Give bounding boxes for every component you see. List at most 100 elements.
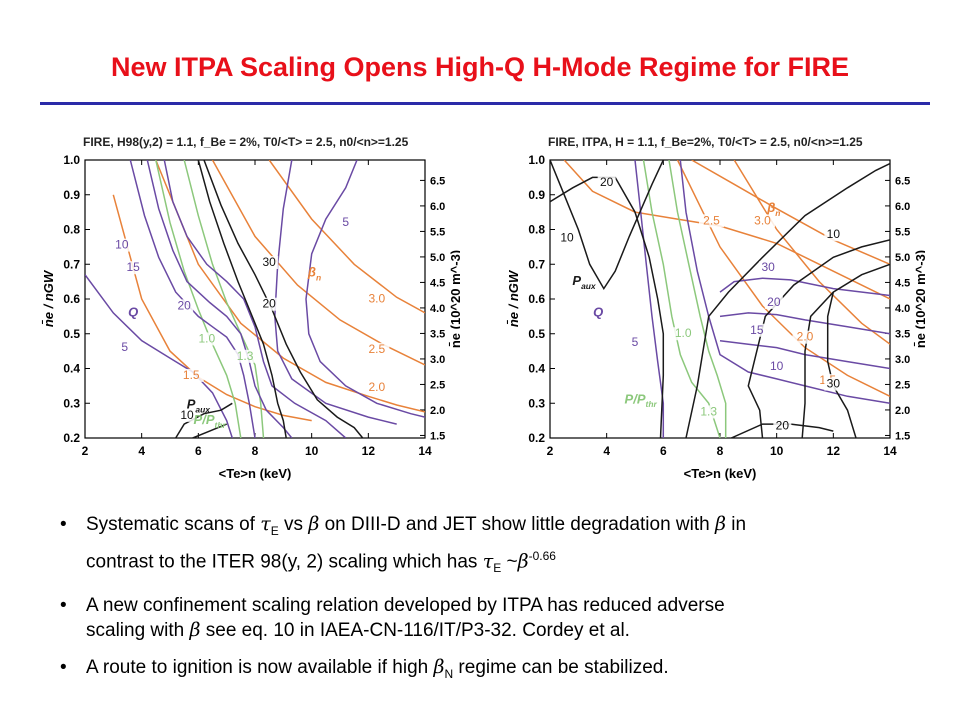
bullet-text-segment: β [308, 513, 320, 535]
left-chart-y2-tick-label: 4.5 [430, 277, 445, 289]
right-chart-contour-label-bg [764, 295, 783, 309]
right-chart-beta-n-contour-1-5 [676, 160, 890, 397]
right-chart-contour-label-bg [670, 327, 696, 341]
left-chart-beta-n-contour-2-0 [155, 160, 425, 413]
left-chart-contour-label-bg [260, 297, 279, 311]
right-chart-p-thr-contour-1-3 [668, 160, 727, 438]
right-chart-p-aux-contour-20 [550, 176, 665, 438]
right-chart-y2-tick-label: 2.0 [895, 405, 910, 417]
bullet-text-segment: β [517, 550, 529, 573]
left-chart-y2-tick-label: 5.0 [430, 252, 445, 264]
right-chart-y2-tick-label: 5.5 [895, 226, 910, 238]
right-chart-q-contour-20 [719, 312, 890, 335]
left-chart-beta-n-contour-3-0 [268, 160, 425, 314]
right-chart-p-aux-contour-10 [685, 162, 890, 438]
left-chart-contour-label-bg [340, 216, 352, 230]
left-chart-y-tick-label: 0.3 [63, 396, 80, 410]
right-chart-contour-label: 20 [600, 175, 614, 189]
right-chart-contour-label-bg [824, 377, 843, 391]
bullet-text-segment: see eq. 10 in IAEA-CN-116/IT/P3-32. Cord… [200, 619, 630, 641]
right-chart-contour-label-bg [597, 176, 616, 190]
right-chart-beta-n-contour-2-5 [563, 160, 890, 300]
right-chart-contour-label-bg [747, 323, 766, 337]
bullet-line: Systematic scans of τE vs β on DIII-D an… [86, 512, 940, 544]
right-chart-contour-label-bg [699, 214, 724, 228]
right-chart-y2-tick-label: 4.5 [895, 277, 910, 289]
chart-h98-svg: FIRE, H98(y,2) = 1.1, f_Be = 2%, T0/<T> … [41, 135, 463, 481]
left-chart-x-tick-label: 14 [418, 444, 432, 458]
title-underline [40, 102, 930, 105]
left-chart-y2-tick-label: 5.5 [430, 226, 445, 238]
right-chart-x-tick-label: 12 [827, 444, 841, 458]
right-chart-p-aux-contour [826, 291, 857, 438]
right-chart-y-tick-label: 0.2 [528, 431, 545, 445]
right-chart-q-contour-15 [719, 339, 890, 370]
right-chart-x-tick-label: 6 [660, 444, 667, 458]
left-chart-contour-label: 20 [177, 298, 191, 312]
left-chart-family-label: Paux [187, 396, 211, 414]
bullet-text-segment: E [270, 523, 279, 538]
left-chart-y-tick-label: 1.0 [63, 153, 80, 167]
left-chart-y-tick-label: 0.9 [63, 188, 80, 202]
right-chart-contour-label-bg [792, 330, 818, 344]
left-chart-y2-tick-label: 4.0 [430, 303, 445, 315]
bullet-text-segment: τ [482, 550, 494, 573]
left-chart-contour-label: 5 [342, 215, 349, 229]
right-chart-contour-label: 2.0 [797, 330, 814, 344]
left-chart-contour-label-bg [119, 341, 131, 355]
right-chart-contour-label: 3.0 [754, 213, 771, 227]
right-chart-contour-label-bg [558, 231, 576, 245]
bullet-text-segment: N [444, 666, 454, 681]
left-chart-y2-tick-label: 3.5 [430, 328, 445, 340]
left-chart-p-aux-contour-30 [203, 160, 364, 438]
left-chart-q-contour-10 [129, 160, 256, 438]
left-chart-beta-n-contour-2-5 [211, 160, 425, 366]
left-chart-contour-label-bg [178, 368, 204, 382]
right-chart-contour-label-bg [824, 228, 843, 242]
right-chart-q-contour-30 [719, 277, 890, 297]
left-chart-x-tick-label: 10 [305, 444, 319, 458]
left-chart-x-tick-label: 2 [82, 444, 89, 458]
right-chart-contour-label: 10 [560, 231, 574, 245]
left-chart-series-group [85, 160, 425, 438]
left-chart-contour-label: 1.3 [237, 349, 254, 363]
right-chart-contour-label: 5 [632, 335, 639, 349]
bullet-text-segment: τ [260, 513, 271, 535]
right-chart-y2-tick-label: 1.5 [895, 430, 910, 442]
bullet-dot: • [60, 514, 67, 535]
right-chart-y-tick-label: 0.5 [528, 327, 545, 341]
right-chart-series-group [550, 160, 890, 438]
bullet-text-segment: regime can be stabilized. [453, 656, 669, 678]
left-chart-family-label: βn [307, 264, 321, 282]
right-chart-contour-label-bg [750, 214, 775, 228]
right-chart-contour-label-bg [759, 261, 778, 275]
bullet-text-segment: -0.66 [528, 548, 556, 563]
bullet-text-segment: vs [278, 514, 309, 535]
bullet-item: • Systematic scans of τE vs β on DIII-D a… [60, 512, 940, 581]
right-chart-x-tick-label: 8 [717, 444, 724, 458]
left-chart-y2-axis-label: n̄e (10^20 m^-3) [448, 250, 460, 348]
right-chart-y-tick-label: 0.6 [528, 292, 545, 306]
right-chart-x-tick-label: 14 [883, 444, 897, 458]
left-chart-contour-label-bg [124, 261, 143, 275]
right-chart-family-label: Paux [572, 273, 596, 291]
right-chart-title: FIRE, ITPA, H = 1.1, f_Be=2%, T0/<T> = 2… [548, 135, 863, 149]
left-chart-y-tick-label: 0.8 [63, 223, 80, 237]
left-chart-contour-label-bg [194, 332, 220, 346]
right-chart-contour-label-bg [629, 335, 641, 349]
left-chart-contour-label: 1.0 [198, 331, 215, 345]
bullet-line: contrast to the ITER 98(y, 2) scaling wh… [86, 544, 940, 581]
left-chart-contour-label: 20 [262, 297, 276, 311]
bullet-text-segment: A new confinement scaling relation devel… [86, 594, 725, 616]
right-chart-y2-axis-label: n̄e (10^20 m^-3) [913, 250, 925, 348]
left-chart-contour-label-bg [112, 238, 131, 252]
right-chart-contour-label: 10 [827, 227, 841, 241]
right-chart-y2-tick-label: 4.0 [895, 303, 910, 315]
left-chart-y-tick-label: 0.4 [63, 362, 80, 376]
right-chart-contour-label: 10 [770, 359, 784, 373]
right-chart-y2-tick-label: 5.0 [895, 252, 910, 264]
right-chart-contour-label: 20 [776, 418, 790, 432]
right-chart-contour-label: 1.3 [700, 404, 717, 418]
slide-title: New ITPA Scaling Opens High-Q H-Mode Reg… [110, 52, 850, 82]
left-chart-y2-tick-label: 3.0 [430, 354, 445, 366]
